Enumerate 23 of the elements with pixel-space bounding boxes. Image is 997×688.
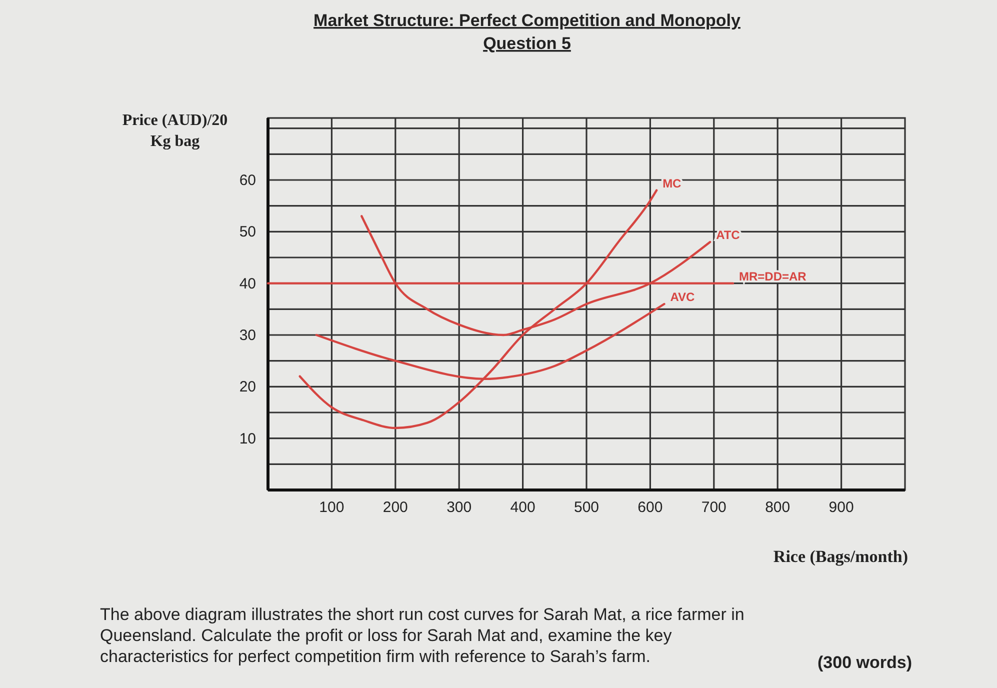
x-tick-label: 700 — [701, 499, 726, 516]
y-tick-label: 50 — [239, 224, 256, 241]
series-label: AVC — [670, 290, 695, 304]
x-tick-label: 100 — [319, 499, 344, 516]
chart-title: Market Structure: Perfect Competition and Monopoly — [314, 11, 741, 30]
x-tick-label: 300 — [446, 499, 472, 516]
x-axis-title: Rice (Bags/month) — [773, 547, 908, 566]
x-tick-label: 900 — [828, 499, 854, 516]
x-tick-label: 600 — [638, 499, 663, 516]
y-tick-label: 60 — [239, 172, 256, 189]
x-tick-label: 500 — [574, 499, 600, 516]
y-axis-title: Price (AUD)/20 Kg bag — [122, 112, 228, 150]
y-tick-label: 40 — [239, 275, 256, 292]
text: The above diagram illustrates the short run cost curves for Sarah Mat, a rice farmer in Queensland. Calculate the profit or loss for Sarah Mat and, examine the key characteristics for perfect competition firm with reference to Sarah’s farm. — [100, 605, 744, 666]
series-label: ATC — [716, 228, 740, 242]
x-tick-label: 200 — [382, 499, 408, 516]
y-tick-label: 30 — [239, 327, 256, 344]
y-tick-label: 10 — [239, 430, 256, 448]
x-tick-label: 800 — [765, 499, 790, 516]
chart-subtitle: Question 5 — [483, 34, 571, 53]
text: (300 words) — [818, 653, 912, 672]
y-tick-label: 20 — [239, 378, 256, 396]
x-tick-label: 400 — [510, 499, 536, 516]
